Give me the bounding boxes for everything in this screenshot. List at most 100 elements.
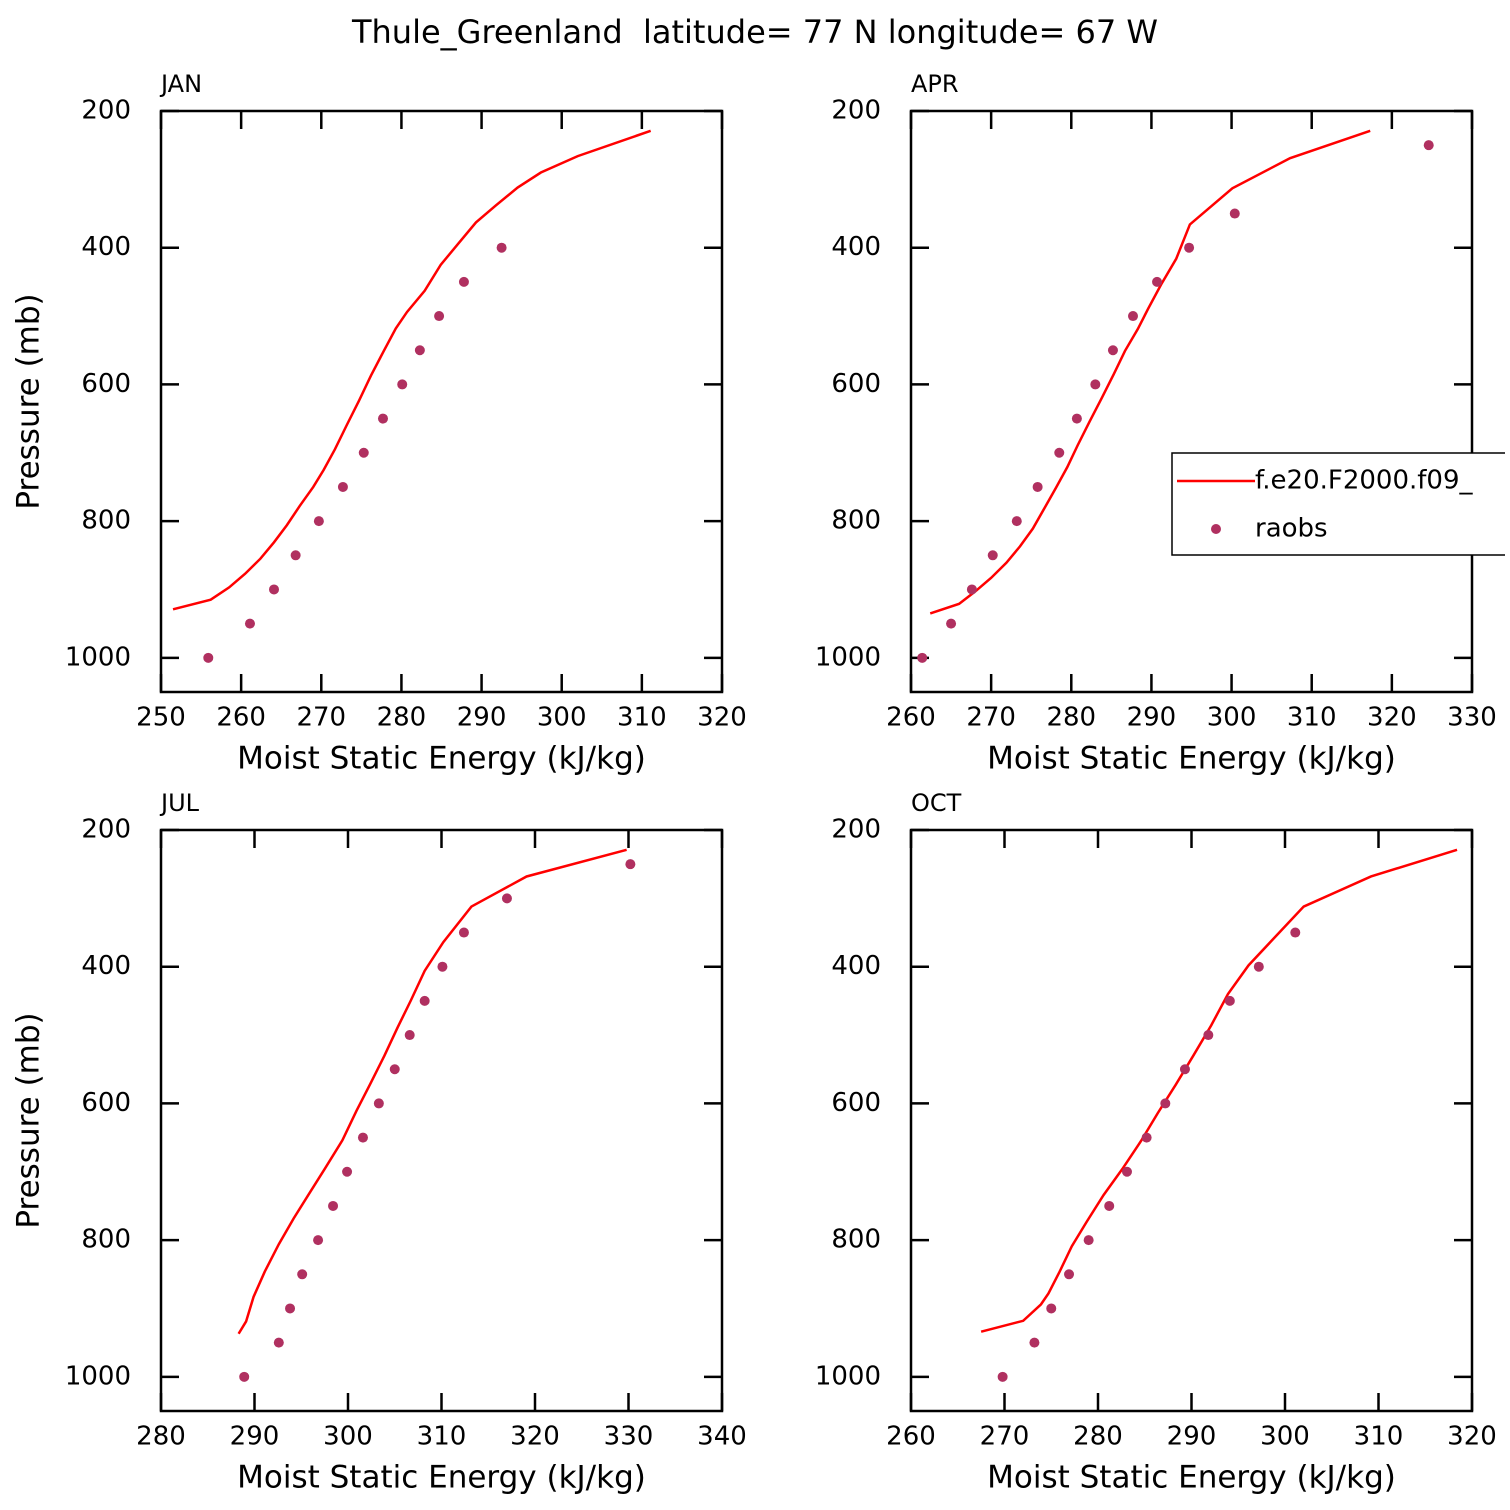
legend: f.e20.F2000.f09_raobs [1171,452,1505,556]
raobs-point [1229,208,1240,219]
plot-frame [159,109,724,694]
raobs-point [290,550,301,561]
raobs-point [239,1371,250,1382]
raobs-point [1423,140,1434,151]
raobs-point [1290,927,1301,938]
raobs-point [1127,311,1138,322]
raobs-point [373,1098,384,1109]
raobs-point [501,893,512,904]
raobs-point [1203,1030,1214,1041]
raobs-point [434,311,445,322]
raobs-point [496,242,507,253]
x-tick-label: 260 [216,703,266,733]
legend-label: f.e20.F2000.f09_ [1255,466,1473,496]
raobs-point [414,345,425,356]
raobs-point [337,481,348,492]
y-tick-label: 400 [81,951,131,981]
x-tick-label: 300 [537,703,587,733]
plot-frame [909,109,1474,694]
panel: JUL 200 400 600 800 1000 280 290 300 310 320 330 340… [11,789,747,1496]
x-axis-label: Moist Static Energy (kJ/kg) [237,741,646,777]
y-axis-label: Pressure (mb) [11,1012,47,1228]
raobs-point [273,1337,284,1348]
x-tick-label: 320 [510,1422,560,1452]
x-tick-label: 310 [1354,1422,1404,1452]
raobs-point [342,1166,353,1177]
x-tick-label: 260 [886,703,936,733]
raobs-point [377,413,388,424]
raobs-point [1184,242,1195,253]
x-tick-label: 290 [1127,703,1177,733]
legend-box [1171,452,1505,556]
x-tick-label: 270 [966,703,1016,733]
y-tick-label: 1000 [65,1361,131,1391]
x-tick-label: 280 [1046,703,1096,733]
y-tick-label: 400 [81,232,131,262]
y-tick-label: 800 [831,1225,881,1255]
raobs-point [1064,1269,1075,1280]
raobs-point [1029,1337,1040,1348]
figure-title: Thule_Greenland latitude= 77 N longitude… [351,13,1158,51]
raobs-point [1054,447,1065,458]
model-line [237,848,627,1335]
raobs-point [1152,276,1163,287]
x-tick-label: 320 [1447,1422,1497,1452]
x-axis-label: Moist Static Energy (kJ/kg) [987,1460,1396,1496]
raobs-point [1141,1132,1152,1143]
raobs-point [397,379,408,390]
panel-title: JAN [159,70,202,98]
raobs-point [458,276,469,287]
raobs-point [1104,1200,1115,1211]
x-tick-label: 290 [1167,1422,1217,1452]
raobs-point [1253,961,1264,972]
panel: JAN 200 400 600 800 1000 250 260 270 280 290 300 310… [11,70,747,777]
raobs-point [1107,345,1118,356]
raobs-point [285,1303,296,1314]
plot-frame [909,828,1474,1413]
x-tick-label: 300 [1260,1422,1310,1452]
x-tick-label: 270 [296,703,346,733]
panel: APR 200 400 600 800 1000 260 270 280 290 300 310 320… [815,70,1505,777]
raobs-point [244,618,255,629]
raobs-point [625,859,636,870]
y-tick-label: 200 [831,96,881,126]
y-tick-label: 1000 [815,642,881,672]
x-tick-label: 290 [230,1422,280,1452]
raobs-point [1083,1235,1094,1246]
raobs-point [269,584,280,595]
raobs-point [1160,1098,1171,1109]
panel-title: OCT [911,789,962,817]
legend-label: raobs [1255,514,1328,544]
x-tick-label: 300 [323,1422,373,1452]
y-tick-label: 600 [831,1088,881,1118]
x-tick-label: 290 [457,703,507,733]
raobs-point [1046,1303,1057,1314]
y-axis-label: Pressure (mb) [11,293,47,509]
y-tick-label: 1000 [65,642,131,672]
x-tick-label: 260 [886,1422,936,1452]
x-tick-label: 280 [136,1422,186,1452]
raobs-point [313,1235,324,1246]
y-tick-label: 600 [831,369,881,399]
raobs-point [297,1269,308,1280]
raobs-point [1121,1166,1132,1177]
y-tick-label: 600 [81,1088,131,1118]
x-tick-label: 330 [604,1422,654,1452]
y-tick-label: 200 [831,815,881,845]
y-tick-label: 400 [831,951,881,981]
x-tick-label: 310 [417,1422,467,1452]
legend-marker [1211,524,1221,534]
y-tick-label: 200 [81,96,131,126]
y-tick-label: 800 [81,506,131,536]
x-tick-label: 330 [1447,703,1497,733]
raobs-point [389,1064,400,1075]
x-tick-label: 320 [1367,703,1417,733]
raobs-point [313,516,324,527]
x-tick-label: 300 [1207,703,1257,733]
raobs-point [404,1030,415,1041]
x-tick-label: 280 [1073,1422,1123,1452]
raobs-point [358,447,369,458]
raobs-point [966,584,977,595]
y-tick-label: 400 [831,232,881,262]
